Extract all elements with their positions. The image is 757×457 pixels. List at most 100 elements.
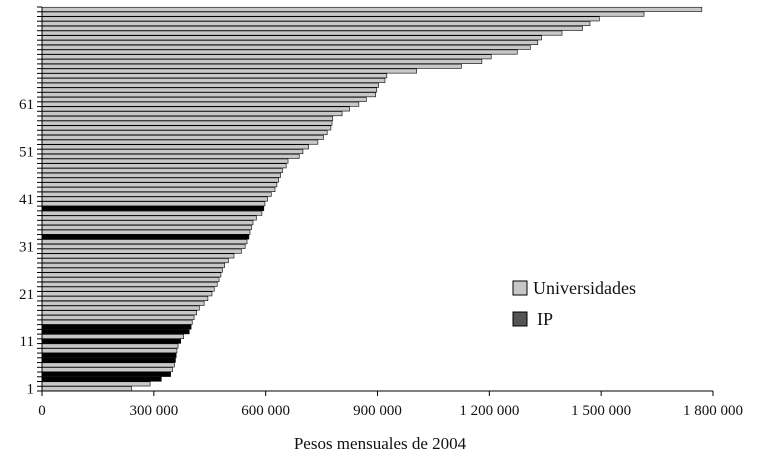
legend-swatch-ip bbox=[512, 311, 528, 327]
bar-universidad bbox=[41, 201, 266, 207]
bar-universidad bbox=[41, 40, 539, 45]
x-axis-ticks: 0 300 000 600 000 900 000 1 200 000 1 500 000… bbox=[38, 391, 743, 419]
bar-universidad bbox=[41, 68, 417, 74]
bar-universidad bbox=[41, 49, 518, 55]
bar-universidad bbox=[41, 277, 220, 283]
y-tick-label: 21 bbox=[19, 287, 34, 303]
bar-universidad bbox=[41, 362, 175, 368]
bar-universidad bbox=[41, 300, 205, 306]
bar-group bbox=[41, 6, 703, 392]
bar-universidad bbox=[41, 243, 246, 249]
bar-universidad bbox=[41, 182, 278, 188]
bar-ip bbox=[41, 324, 192, 330]
bar-universidad bbox=[41, 296, 209, 301]
bar-universidad bbox=[41, 168, 283, 173]
bar-universidad bbox=[41, 310, 197, 316]
x-tick-label: 1 200 000 bbox=[459, 403, 519, 419]
y-tick-label: 11 bbox=[20, 334, 34, 350]
bar-universidad bbox=[41, 258, 229, 264]
bar-universidad bbox=[41, 262, 225, 268]
bar-ip bbox=[41, 338, 181, 344]
bar-universidad bbox=[41, 21, 591, 27]
bar-universidad bbox=[41, 248, 242, 254]
legend-label-universidades: Universidades bbox=[533, 278, 636, 298]
bar-universidad bbox=[41, 215, 257, 221]
bar-universidad bbox=[41, 30, 563, 36]
legend-label-ip: IP bbox=[537, 309, 553, 329]
bar-universidad bbox=[41, 63, 462, 69]
bar-universidad bbox=[41, 381, 151, 387]
bar-universidad bbox=[41, 315, 195, 320]
bar-ip bbox=[41, 329, 190, 335]
bar-universidad bbox=[41, 239, 248, 245]
bar-universidad bbox=[41, 225, 252, 230]
bar-universidad bbox=[41, 120, 333, 126]
x-tick-label: 900 000 bbox=[353, 403, 402, 419]
bar-ip bbox=[41, 376, 162, 382]
bar-universidad bbox=[41, 220, 254, 226]
bar-universidad bbox=[41, 16, 600, 22]
legend: Universidades IP bbox=[512, 278, 636, 329]
bar-universidad bbox=[41, 343, 179, 349]
bar-ip bbox=[41, 234, 250, 240]
bar-universidad bbox=[41, 158, 289, 164]
y-tick-label: 1 bbox=[27, 382, 35, 398]
bar-universidad bbox=[41, 153, 300, 159]
bar-ip bbox=[41, 353, 177, 358]
bar-universidad bbox=[41, 367, 173, 373]
bar-universidad bbox=[41, 281, 218, 287]
bar-universidad bbox=[41, 87, 378, 93]
bar-universidad bbox=[41, 196, 268, 202]
bar-universidad bbox=[41, 253, 235, 259]
x-tick-label: 1 800 000 bbox=[683, 403, 743, 419]
x-tick-label: 1 500 000 bbox=[571, 403, 631, 419]
legend-swatch-universidades bbox=[512, 280, 528, 296]
bar-universidad bbox=[41, 92, 376, 98]
bar-universidad bbox=[41, 348, 178, 354]
bar-universidad bbox=[41, 187, 276, 192]
bar-universidad bbox=[41, 125, 332, 131]
bar-ip bbox=[41, 206, 265, 211]
bar-universidad bbox=[41, 101, 360, 107]
y-tick-label: 41 bbox=[19, 192, 34, 208]
x-tick-label: 0 bbox=[38, 403, 46, 419]
bar-ip bbox=[41, 357, 176, 363]
bar-universidad bbox=[41, 334, 184, 339]
bar-universidad bbox=[41, 44, 531, 50]
bar-universidad bbox=[41, 172, 281, 178]
bar-universidad bbox=[41, 272, 222, 278]
x-tick-label: 300 000 bbox=[129, 403, 178, 419]
bar-universidad bbox=[41, 386, 132, 392]
bar-universidad bbox=[41, 134, 324, 140]
bar-universidad bbox=[41, 210, 263, 216]
y-tick-label: 31 bbox=[19, 239, 34, 255]
bar-universidad bbox=[41, 144, 309, 150]
bar-universidad bbox=[41, 35, 542, 41]
y-tick-label: 61 bbox=[19, 97, 34, 113]
bar-universidad bbox=[41, 286, 215, 292]
bar-universidad bbox=[41, 291, 213, 297]
x-tick-label: 600 000 bbox=[241, 403, 290, 419]
bar-universidad bbox=[41, 59, 483, 64]
bar-universidad bbox=[41, 25, 583, 31]
bar-universidad bbox=[41, 97, 367, 102]
bar-universidad bbox=[41, 163, 287, 169]
bar-universidad bbox=[41, 115, 334, 121]
bar-universidad bbox=[41, 111, 343, 117]
bar-universidad bbox=[41, 191, 272, 197]
bar-universidad bbox=[41, 11, 645, 17]
bar-universidad bbox=[41, 229, 251, 235]
bar-universidad bbox=[41, 267, 223, 273]
bar-ip bbox=[41, 371, 171, 377]
bar-universidad bbox=[41, 82, 379, 88]
bar-universidad bbox=[41, 139, 319, 145]
bar-universidad bbox=[41, 73, 388, 79]
bar-universidad bbox=[41, 78, 386, 83]
bar-universidad bbox=[41, 149, 304, 155]
bar-universidad bbox=[41, 106, 350, 112]
bar-universidad bbox=[41, 54, 492, 60]
bar-universidad bbox=[41, 130, 328, 136]
bar-universidad bbox=[41, 319, 193, 325]
